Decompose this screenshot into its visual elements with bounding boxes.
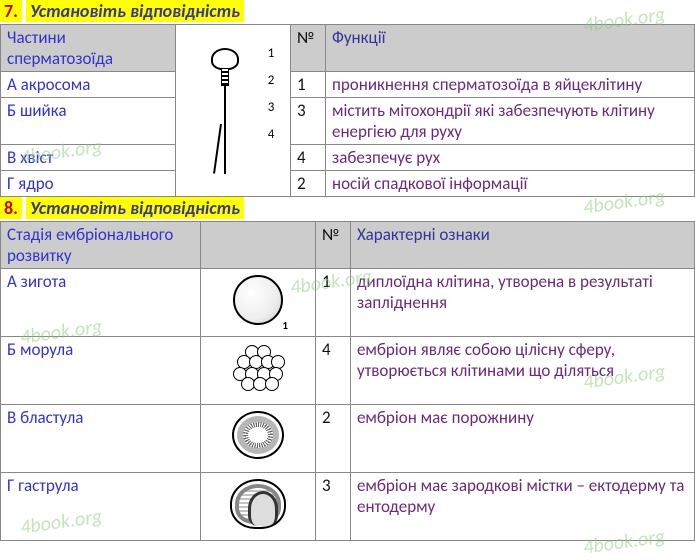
row-char: ембріон має зародкові містки – ектодерму… — [351, 473, 695, 541]
blastula-img-cell — [201, 405, 316, 473]
sperm-diagram-cell: 1234 — [176, 25, 291, 197]
section7-title: 7. Установіть відповідність — [0, 0, 695, 22]
sperm-diagram: 1234 — [186, 46, 281, 176]
table-row: А акросома 1 проникнення сперматозоїда в… — [1, 72, 695, 98]
table-row: А зигота 1 1 диплоїдна клітина, утворена… — [1, 269, 695, 337]
row-label: А акросома — [1, 72, 176, 98]
zygote-diagram: 1 — [228, 275, 288, 330]
table-section8: Стадія ембріонального розвитку № Характе… — [0, 221, 695, 541]
header-num: № — [316, 222, 351, 269]
table-row: В бластула 2 ембріон має порожнину — [1, 405, 695, 473]
row-label: В хвіст — [1, 145, 176, 171]
row-func: носій спадкової інформації — [326, 171, 695, 197]
zygote-label-num: 1 — [282, 319, 288, 332]
row-func: проникнення сперматозоїда в яйцеклітину — [326, 72, 695, 98]
header-funcs: Функції — [326, 25, 695, 72]
header-num: № — [291, 25, 326, 72]
row-char: ембріон має порожнину — [351, 405, 695, 473]
header-stage: Стадія ембріонального розвитку — [1, 222, 201, 269]
header-chars: Характерні ознаки — [351, 222, 695, 269]
header-img — [201, 222, 316, 269]
row-func: забезпечує рух — [326, 145, 695, 171]
table-row: Б морула 4 — [1, 337, 695, 405]
row-num: 3 — [291, 98, 326, 145]
section8-text: Установіть відповідність — [26, 197, 244, 219]
table-row: Г ядро 2 носій спадкової інформації — [1, 171, 695, 197]
section8-title: 8. Установіть відповідність — [0, 197, 695, 219]
table-row: В хвіст 4 забезпечує рух — [1, 145, 695, 171]
row-char: ембріон являє собою цілісну сферу, утвор… — [351, 337, 695, 405]
row-num: 2 — [316, 405, 351, 473]
row-label: Б шийка — [1, 98, 176, 145]
row-num: 4 — [316, 337, 351, 405]
row-func: містить мітохондрії які забезпечують клі… — [326, 98, 695, 145]
row-num: 3 — [316, 473, 351, 541]
table-row: Б шийка 3 містить мітохондрії які забезп… — [1, 98, 695, 145]
section7-text: Установіть відповідність — [26, 0, 244, 22]
table-row: Г гаструла 3 ембріон має зародкові містк… — [1, 473, 695, 541]
row-label: Г гаструла — [1, 473, 201, 541]
row-char: диплоїдна клітина, утворена в результаті… — [351, 269, 695, 337]
row-num: 4 — [291, 145, 326, 171]
blastula-diagram — [228, 411, 288, 466]
header-parts: Частини сперматозоїда — [1, 25, 176, 72]
sperm-number-labels: 1234 — [264, 46, 279, 154]
section7-num: 7. — [0, 0, 22, 22]
morula-diagram — [228, 343, 288, 398]
morula-img-cell — [201, 337, 316, 405]
row-label: Г ядро — [1, 171, 176, 197]
row-num: 1 — [316, 269, 351, 337]
row-label: А зигота — [1, 269, 201, 337]
row-label: В бластула — [1, 405, 201, 473]
row-label: Б морула — [1, 337, 201, 405]
gastrula-diagram — [228, 479, 288, 534]
zygote-img-cell: 1 — [201, 269, 316, 337]
gastrula-img-cell — [201, 473, 316, 541]
row-num: 2 — [291, 171, 326, 197]
table-section7: Частини сперматозоїда 1234 № Функції А а… — [0, 24, 695, 197]
section8-num: 8. — [0, 197, 22, 219]
row-num: 1 — [291, 72, 326, 98]
